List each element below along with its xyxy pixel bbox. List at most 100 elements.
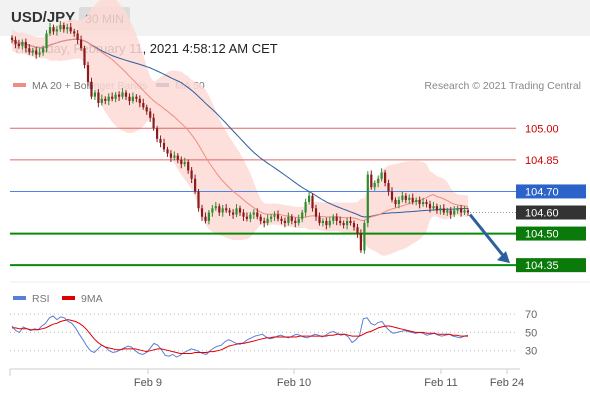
candle-down xyxy=(80,39,83,49)
x-tick-label: Feb 24 xyxy=(490,377,524,389)
candle-down xyxy=(149,111,152,118)
candle-up xyxy=(397,199,400,205)
candle-down xyxy=(159,138,162,143)
x-tick-label: Feb 9 xyxy=(134,377,162,389)
candle-down xyxy=(69,27,72,32)
candle-up xyxy=(93,92,96,97)
candle-down xyxy=(404,195,407,200)
candle-up xyxy=(121,92,124,97)
candle-down xyxy=(97,92,100,103)
candle-up xyxy=(252,212,255,215)
rsi-tick-label: 70 xyxy=(525,309,537,321)
candle-up xyxy=(114,94,117,99)
legend-rsi-label: RSI xyxy=(32,293,50,305)
candle-down xyxy=(111,96,114,99)
level-badge-label: 104.60 xyxy=(525,208,559,220)
candle-up xyxy=(408,197,411,200)
candle-up xyxy=(453,210,456,215)
candle-down xyxy=(283,220,286,223)
candle-down xyxy=(152,117,155,129)
candle-up xyxy=(235,208,238,215)
level-badge xyxy=(516,205,586,220)
candle-up xyxy=(332,216,335,221)
candle-down xyxy=(197,191,200,209)
9ma-swatch xyxy=(62,296,75,301)
level-badge xyxy=(516,258,586,273)
candle-up xyxy=(221,208,224,213)
candle-down xyxy=(156,128,159,139)
candle-down xyxy=(238,208,242,213)
candle-down xyxy=(73,31,76,34)
rsi-9ma-series-line xyxy=(12,319,468,354)
candle-down xyxy=(145,107,148,112)
candle-down xyxy=(124,92,128,97)
candle-up xyxy=(42,48,45,53)
legend-9ma-label: 9MA xyxy=(81,293,103,305)
candle-down xyxy=(263,220,266,223)
candle-up xyxy=(432,206,435,209)
candle-up xyxy=(328,220,331,226)
candle-up xyxy=(363,223,366,251)
x-tick-label: Feb 11 xyxy=(424,377,457,389)
candle-down xyxy=(225,208,228,211)
candle-down xyxy=(352,223,356,228)
candle-up xyxy=(107,96,110,101)
candles xyxy=(10,20,470,254)
candle-down xyxy=(394,199,397,205)
candle-down xyxy=(342,223,345,226)
candle-up xyxy=(31,50,34,53)
candle-down xyxy=(176,155,179,160)
candle-down xyxy=(166,149,169,154)
candle-down xyxy=(339,220,342,223)
candle-up xyxy=(463,210,466,213)
candle-down xyxy=(83,48,86,65)
legend-9ma: 9MA xyxy=(62,293,103,305)
candle-up xyxy=(38,52,41,55)
level-badge xyxy=(516,184,586,199)
symbol-title: USD/JPY xyxy=(11,9,76,26)
rsi-swatch xyxy=(13,296,26,301)
rsi-series-line xyxy=(11,315,469,358)
candle-down xyxy=(245,216,248,219)
candle-down xyxy=(190,170,193,179)
candle-down xyxy=(162,143,166,150)
forecast-arrow-line xyxy=(468,213,508,261)
ma20-swatch xyxy=(13,83,26,88)
candle-up xyxy=(287,216,290,223)
candle-up xyxy=(401,195,404,200)
candle-up xyxy=(321,220,324,223)
candle-up xyxy=(55,29,58,32)
x-tick-label: Feb 10 xyxy=(277,377,311,389)
candle-down xyxy=(232,212,235,215)
level-badge xyxy=(516,226,586,241)
candle-up xyxy=(446,210,449,213)
candle-up xyxy=(249,214,252,219)
ma20-line xyxy=(11,38,469,221)
candle-up xyxy=(183,162,186,165)
candle-down xyxy=(76,33,79,40)
candle-down xyxy=(259,216,262,221)
candle-up xyxy=(207,212,210,221)
candle-up xyxy=(100,98,103,103)
candle-down xyxy=(359,233,362,251)
candle-up xyxy=(439,208,442,211)
candle-up xyxy=(366,174,369,223)
candle-down xyxy=(200,208,204,217)
candle-up xyxy=(346,220,349,226)
candle-down xyxy=(387,183,390,192)
candle-down xyxy=(204,216,207,221)
level-label: 104.85 xyxy=(525,155,559,167)
candle-down xyxy=(218,206,221,213)
candle-up xyxy=(273,214,276,217)
candle-down xyxy=(142,103,145,108)
level-label: 105.00 xyxy=(525,123,559,135)
candle-down xyxy=(349,220,352,223)
candle-down xyxy=(390,191,394,200)
candle-down xyxy=(86,65,90,82)
candle-down xyxy=(335,216,338,221)
candle-down xyxy=(442,208,445,213)
candle-down xyxy=(294,220,297,223)
candle-down xyxy=(35,50,38,55)
candle-down xyxy=(435,206,438,211)
